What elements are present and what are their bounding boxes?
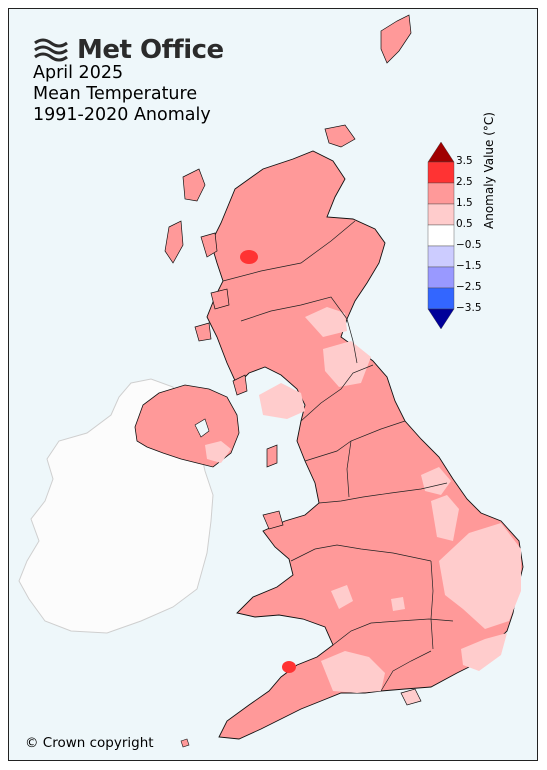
met-office-logo: Met Office [33, 35, 224, 65]
met-office-wave-icon [34, 38, 68, 62]
colorbar [427, 141, 455, 330]
title-variable: Mean Temperature [33, 84, 198, 104]
uk-anomaly-map [18, 14, 524, 748]
colorbar-bin [427, 224, 455, 247]
map-frame: Met Office April 2025 Mean Temperature 1… [8, 8, 538, 761]
colorbar-bin [427, 287, 455, 310]
legend-tick-label: −3.5 [456, 302, 482, 314]
colorbar-bin [427, 266, 455, 289]
legend-tick-label: 3.5 [456, 155, 473, 167]
galloway-lower-anomaly [259, 383, 305, 419]
colorbar-bin [427, 161, 455, 184]
legend-tick-label: −0.5 [456, 239, 482, 251]
isles-of-scilly [180, 738, 190, 748]
south-coast-lower-anomaly [321, 651, 385, 693]
severn-lower-anomaly [331, 585, 353, 609]
legend-tick-label: 2.5 [456, 176, 473, 188]
colorbar-legend: 3.5 2.5 1.5 0.5 −0.5 −1.5 −2.5 −3.5 Anomaly Val… [420, 112, 540, 330]
east-anglia-lower-anomaly [439, 523, 521, 629]
colorbar-bin [427, 203, 455, 226]
fife-lower-anomaly [305, 307, 347, 337]
legend-tick-label: −2.5 [456, 281, 482, 293]
map-title: April 2025 Mean Temperature 1991-2020 An… [33, 63, 211, 126]
title-month: April 2025 [33, 63, 124, 83]
colorbar-bin [427, 245, 455, 268]
yorkshire-lower-anomaly [421, 467, 451, 495]
legend-tick-label: 0.5 [456, 218, 473, 230]
anglesey-island [262, 510, 284, 530]
kent-lower-anomaly [461, 633, 507, 671]
scottish-islands [164, 14, 412, 468]
lincolnshire-lower-anomaly [431, 495, 459, 541]
title-baseline: 1991-2020 Anomaly [33, 105, 211, 125]
highland-high-anomaly [240, 250, 258, 264]
devon-high-anomaly [282, 661, 296, 673]
colorbar-bin [427, 182, 455, 205]
ni-lower-anomaly [205, 441, 231, 463]
legend-tick-label: −1.5 [456, 260, 482, 272]
isle-of-wight [400, 688, 422, 706]
legend-tick-label: 1.5 [456, 197, 473, 209]
colorbar-bin [427, 141, 455, 163]
lough-neagh [194, 418, 210, 438]
legend-title: Anomaly Value (°C) [482, 112, 496, 229]
region-boundaries [222, 220, 454, 692]
copyright-notice: © Crown copyright [25, 735, 154, 751]
brand-name: Met Office [77, 35, 224, 65]
colorbar-bin [427, 308, 455, 330]
borders-lower-anomaly [323, 341, 371, 387]
midlands-lower-anomaly [391, 597, 405, 611]
